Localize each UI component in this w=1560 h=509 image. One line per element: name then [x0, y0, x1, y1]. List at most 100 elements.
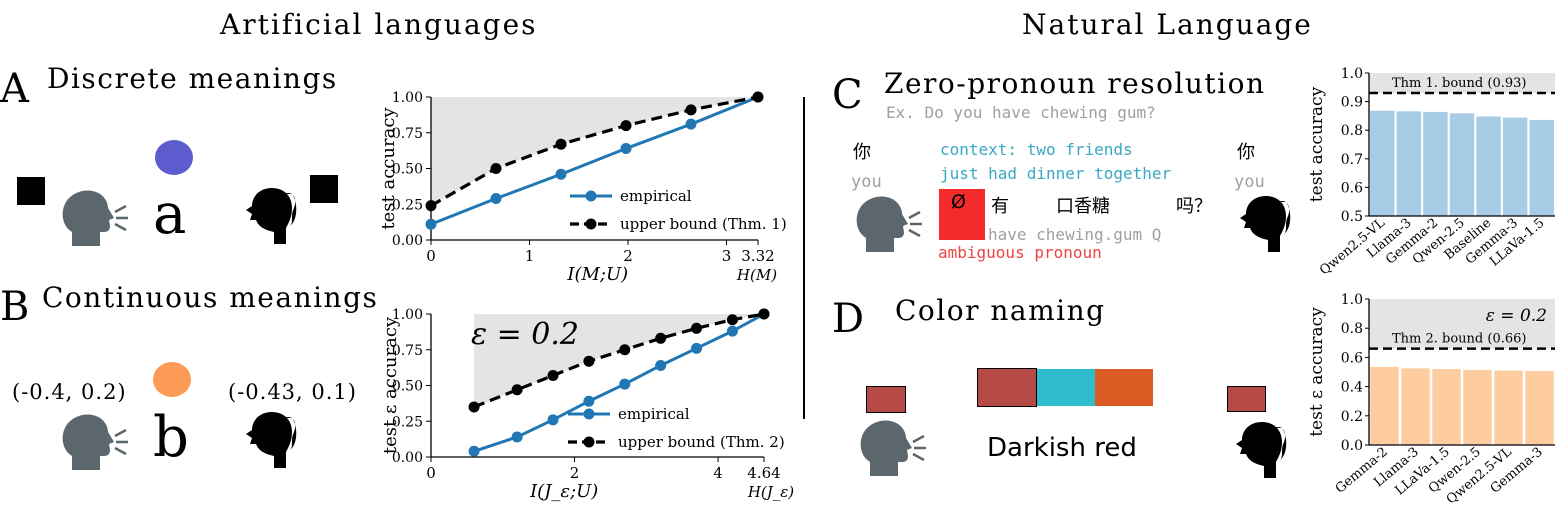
y-tick-label: 0.00	[392, 233, 423, 249]
x-tick-label: 0	[426, 247, 436, 265]
y-tick-label: 0.6	[1341, 180, 1363, 196]
y-tick-label: 0.8	[1341, 321, 1363, 337]
ambiguous-pronoun-label: ambiguous pronoun	[938, 243, 1102, 262]
header-natural: Natural Language	[1022, 8, 1313, 41]
upper-bound-point	[619, 344, 631, 356]
legend-bound-marker	[585, 218, 597, 230]
empirical-point	[555, 168, 567, 180]
word-question: 吗？	[1176, 196, 1212, 217]
bound-gap-region	[1369, 299, 1555, 349]
legend-empirical-marker	[583, 408, 595, 420]
legend-bound-label: upper bound (Thm. 1)	[620, 215, 787, 233]
upper-bound-point	[490, 163, 502, 174]
chart-c-bar-plot: Thm 1. bound (0.93)Qwen2.5-VLLlama-3Gemm…	[1307, 66, 1555, 278]
bound-gap-region	[1369, 73, 1555, 94]
epsilon-annotation: ε = 0.2	[1486, 306, 1547, 326]
color-chip-red	[977, 368, 1037, 407]
y-tick-label: 0.5	[1341, 209, 1363, 225]
empirical-point	[583, 395, 595, 407]
upper-bound-point	[752, 91, 764, 103]
x-tick-label: 4	[713, 464, 723, 482]
empirical-line	[430, 95, 759, 226]
y-axis-label: test ε accuracy	[1307, 307, 1327, 437]
listener-head-icon	[1240, 196, 1291, 252]
you-gloss-speaker: you	[851, 172, 882, 192]
x-axis-label-right: H(J_ε)	[747, 483, 794, 501]
bar	[1423, 111, 1448, 216]
empirical-point	[547, 414, 559, 426]
null-pronoun-box	[939, 189, 985, 240]
x-tick-label: 3.32	[741, 247, 774, 265]
epsilon-annotation: ε = 0.2	[471, 317, 579, 352]
y-tick-label: 0.25	[392, 197, 423, 213]
bar	[1370, 366, 1399, 445]
bar	[1494, 370, 1523, 445]
bar	[1432, 369, 1461, 445]
bar	[1396, 111, 1422, 216]
y-tick-label: 1.00	[392, 90, 423, 106]
y-axis-label: test accuracy	[378, 107, 399, 230]
listener-color-swatch	[1227, 386, 1266, 412]
y-tick-label: 0.25	[392, 414, 423, 430]
listener-head-icon	[246, 412, 297, 468]
bar	[1370, 110, 1395, 216]
panel-title-c: Zero-pronoun resolution	[884, 67, 1266, 100]
section-divider	[803, 97, 805, 419]
y-tick-label: 0.4	[1341, 380, 1363, 396]
word-have: 有	[991, 196, 1009, 217]
listener-coordinate: (-0.43, 0.1)	[228, 380, 357, 404]
y-tick-label: 0.9	[1341, 95, 1363, 111]
purple-dot	[155, 140, 193, 175]
orange-dot	[153, 362, 191, 397]
upper-bound-point	[547, 369, 559, 381]
upper-bound-point	[758, 308, 770, 320]
color-chip-cyan	[1037, 369, 1095, 406]
symbol-a: a	[153, 182, 187, 247]
x-tick-label: 1	[525, 247, 535, 265]
y-tick-label: 0.0	[1341, 438, 1363, 454]
y-tick-label: 0.75	[392, 343, 423, 359]
chart-b-line-plot: 0.00 0.25 0.50 0.75 1.00 0 2 4 4.64 I(J_ε;U) H(J_ε…	[380, 307, 794, 502]
legend-bound-marker	[583, 436, 595, 448]
bar	[1525, 370, 1554, 445]
upper-bound-point	[555, 138, 567, 150]
example-sentence: Ex. Do you have chewing gum?	[886, 103, 1156, 122]
panel-letter-b: B	[0, 284, 30, 330]
upper-bound-point	[511, 384, 523, 396]
context-line-1: context: two friends	[940, 140, 1133, 159]
y-tick-label: 0.75	[392, 126, 423, 142]
bar	[1449, 113, 1475, 216]
bar	[1463, 369, 1492, 445]
you-char-speaker: 你	[853, 142, 871, 163]
header-artificial: Artificial languages	[220, 8, 538, 41]
empirical-point	[691, 342, 703, 354]
y-axis-label: test ε accuracy	[380, 316, 401, 454]
empirical-point	[490, 193, 502, 205]
upper-bound-line	[430, 95, 759, 208]
null-pronoun-symbol: Ø	[951, 191, 966, 213]
chart-d-bar-plot: Thm 2. bound (0.66)ε = 0.2Gemma-2Llama-3…	[1307, 292, 1555, 507]
empirical-point	[620, 142, 632, 154]
symbol-b: b	[153, 405, 189, 470]
y-tick-label: 0.8	[1341, 123, 1363, 139]
y-tick-label: 1.0	[1341, 292, 1363, 308]
square-meaning-right	[310, 175, 338, 203]
listener-head-icon	[1236, 422, 1287, 478]
bound-label: Thm 2. bound (0.66)	[1392, 332, 1526, 347]
gloss-line: have chewing.gum Q	[988, 225, 1162, 244]
upper-bound-point	[425, 200, 437, 212]
upper-bound-point	[685, 104, 697, 116]
x-axis-label: I(M;U)	[566, 264, 628, 285]
panel-letter-a: A	[0, 66, 29, 112]
empirical-point	[511, 431, 523, 443]
context-line-2: just had dinner together	[940, 164, 1172, 183]
empirical-point	[726, 325, 738, 337]
x-axis-label-right: H(M)	[736, 266, 777, 284]
panel-title-a: Discrete meanings	[47, 62, 338, 95]
y-tick-label: 0.50	[392, 162, 423, 178]
x-tick-label: 4.64	[747, 464, 780, 482]
speaker-head-icon	[860, 420, 926, 476]
legend-bound-label: upper bound (Thm. 2)	[618, 433, 785, 451]
upper-bound-point	[468, 401, 480, 413]
bar	[1476, 116, 1501, 216]
